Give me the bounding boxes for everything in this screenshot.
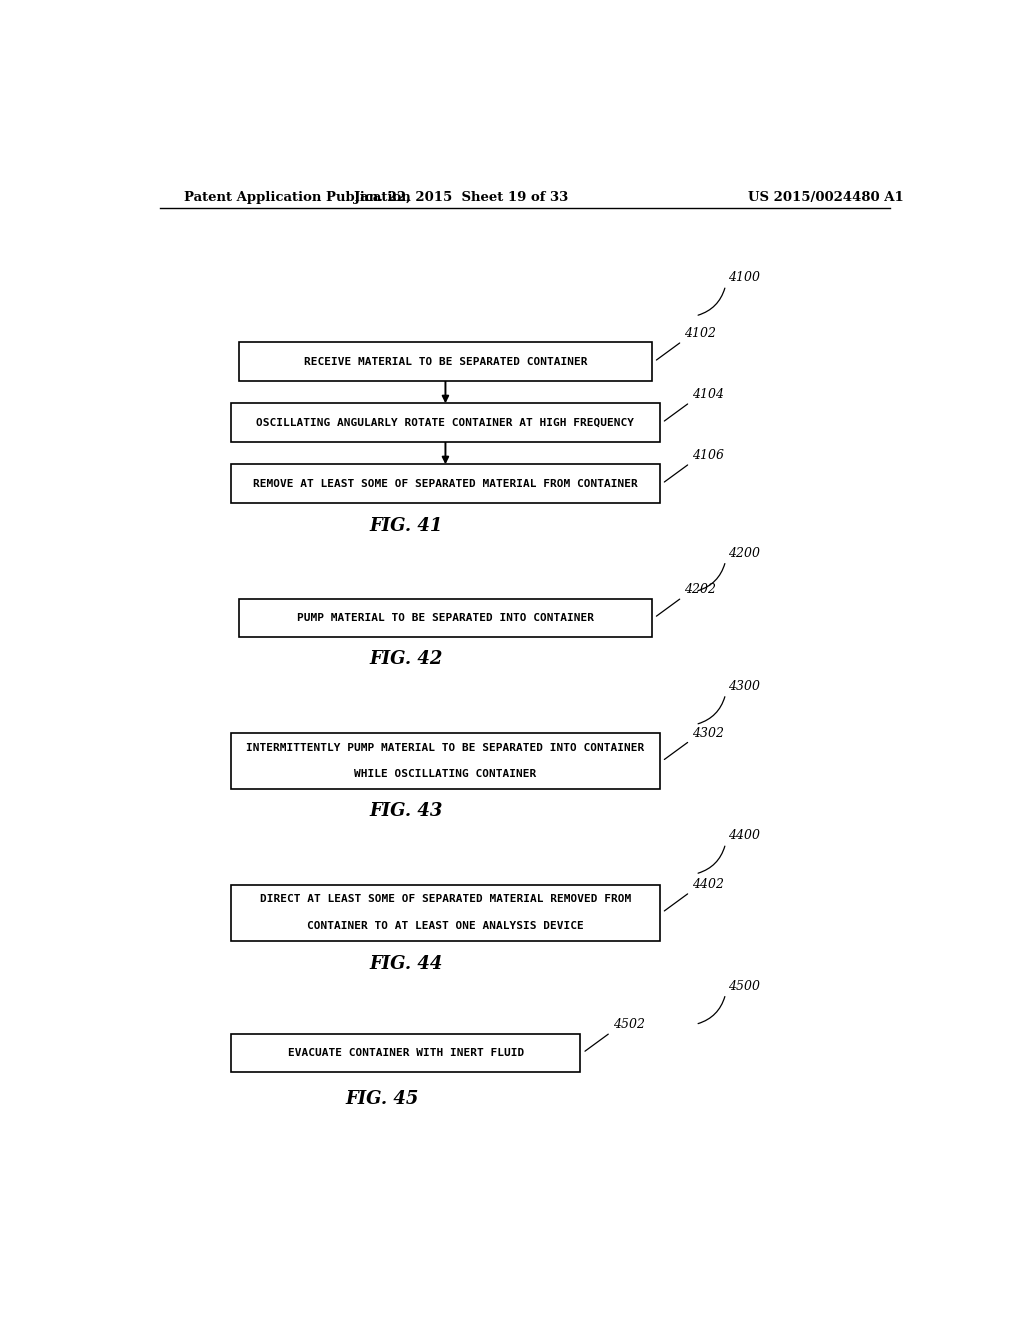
Text: RECEIVE MATERIAL TO BE SEPARATED CONTAINER: RECEIVE MATERIAL TO BE SEPARATED CONTAIN… <box>304 356 587 367</box>
Bar <box>231 465 659 503</box>
Text: FIG. 42: FIG. 42 <box>369 651 442 668</box>
Text: 4300: 4300 <box>728 680 760 693</box>
Bar <box>240 342 652 381</box>
Text: FIG. 45: FIG. 45 <box>345 1089 419 1107</box>
Text: FIG. 44: FIG. 44 <box>369 956 442 973</box>
Text: 4502: 4502 <box>613 1019 645 1031</box>
Bar <box>231 733 659 789</box>
Bar <box>231 1034 581 1072</box>
Bar <box>231 884 659 941</box>
Text: 4202: 4202 <box>684 583 717 597</box>
Text: EVACUATE CONTAINER WITH INERT FLUID: EVACUATE CONTAINER WITH INERT FLUID <box>288 1048 524 1057</box>
Text: PUMP MATERIAL TO BE SEPARATED INTO CONTAINER: PUMP MATERIAL TO BE SEPARATED INTO CONTA… <box>297 612 594 623</box>
Text: CONTAINER TO AT LEAST ONE ANALYSIS DEVICE: CONTAINER TO AT LEAST ONE ANALYSIS DEVIC… <box>307 921 584 931</box>
Text: DIRECT AT LEAST SOME OF SEPARATED MATERIAL REMOVED FROM: DIRECT AT LEAST SOME OF SEPARATED MATERI… <box>260 895 631 904</box>
Text: Jan. 22, 2015  Sheet 19 of 33: Jan. 22, 2015 Sheet 19 of 33 <box>354 190 568 203</box>
Text: INTERMITTENTLY PUMP MATERIAL TO BE SEPARATED INTO CONTAINER: INTERMITTENTLY PUMP MATERIAL TO BE SEPAR… <box>247 743 644 752</box>
Text: FIG. 41: FIG. 41 <box>369 517 442 536</box>
Text: 4200: 4200 <box>728 546 760 560</box>
Text: REMOVE AT LEAST SOME OF SEPARATED MATERIAL FROM CONTAINER: REMOVE AT LEAST SOME OF SEPARATED MATERI… <box>253 479 638 488</box>
Text: US 2015/0024480 A1: US 2015/0024480 A1 <box>749 190 904 203</box>
Text: OSCILLATING ANGULARLY ROTATE CONTAINER AT HIGH FREQUENCY: OSCILLATING ANGULARLY ROTATE CONTAINER A… <box>256 417 635 428</box>
Text: 4104: 4104 <box>692 388 724 401</box>
Text: 4500: 4500 <box>728 979 760 993</box>
Text: 4400: 4400 <box>728 829 760 842</box>
Text: 4106: 4106 <box>692 449 724 462</box>
Bar <box>240 598 652 638</box>
Text: FIG. 43: FIG. 43 <box>369 803 442 820</box>
Text: Patent Application Publication: Patent Application Publication <box>183 190 411 203</box>
Text: 4302: 4302 <box>692 727 724 739</box>
Text: 4402: 4402 <box>692 878 724 891</box>
Text: 4102: 4102 <box>684 327 717 341</box>
Text: 4100: 4100 <box>728 272 760 284</box>
Bar <box>231 404 659 442</box>
Text: WHILE OSCILLATING CONTAINER: WHILE OSCILLATING CONTAINER <box>354 770 537 779</box>
